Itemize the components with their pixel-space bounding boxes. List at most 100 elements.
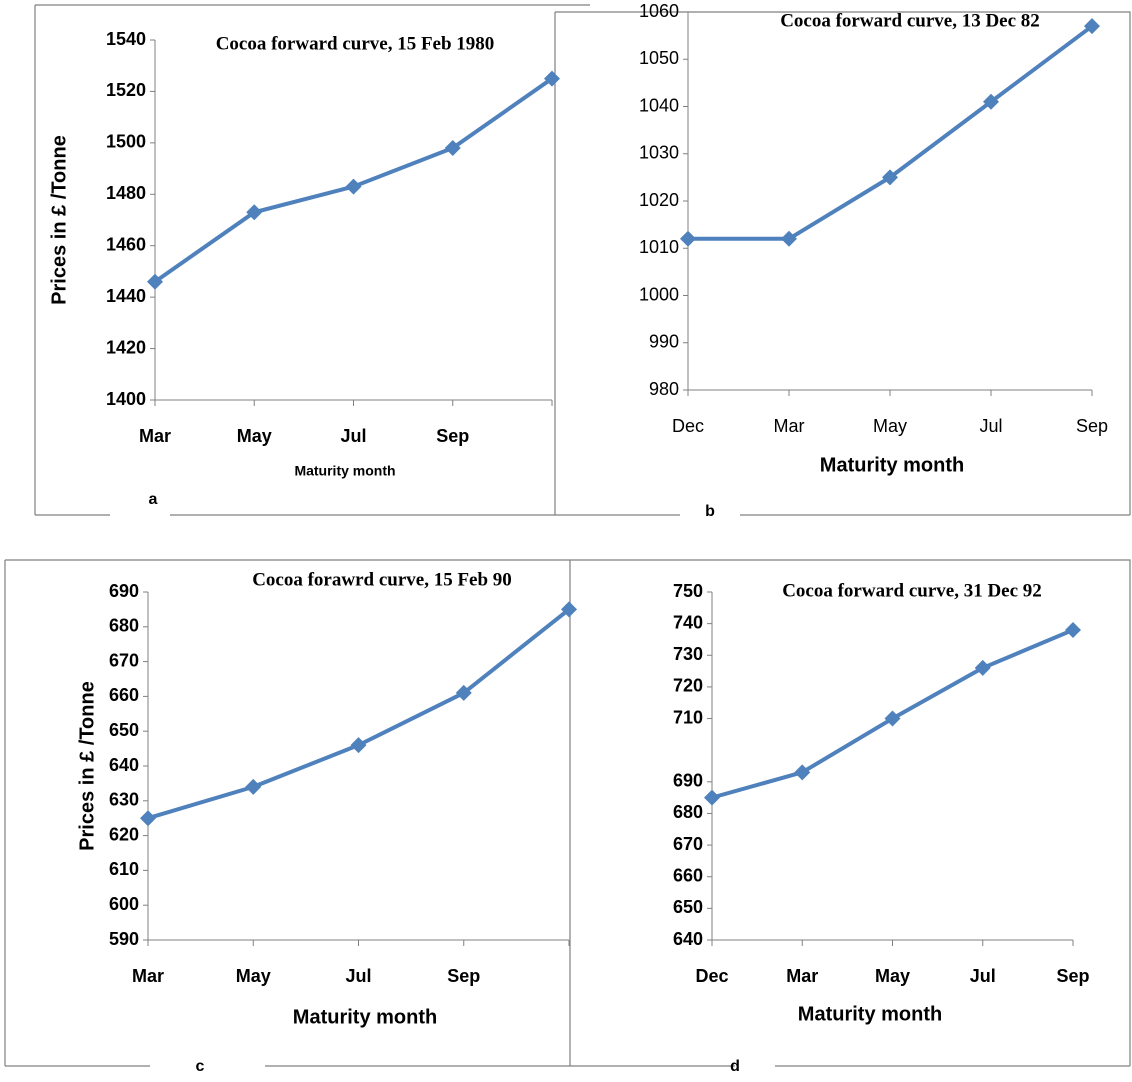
x-tick-label: May: [236, 966, 271, 986]
data-point: [561, 601, 577, 618]
data-point: [704, 789, 720, 806]
y-tick-label: 980: [649, 379, 679, 399]
frame-c: [4, 559, 570, 1067]
y-tick-label: 1000: [639, 284, 679, 304]
data-point: [882, 169, 898, 186]
data-point: [444, 140, 461, 156]
y-tick-label: 750: [673, 581, 703, 601]
frame-a: [34, 4, 590, 516]
y-tick-label: 1020: [639, 190, 679, 210]
y-tick-label: 690: [109, 581, 139, 601]
x-tick-label: Mar: [786, 966, 818, 986]
x-axis-label: Maturity month: [294, 463, 395, 479]
chart-title: Cocoa forawrd curve, 15 Feb 90: [252, 569, 512, 590]
y-axis-label: Prices in £ /Tonne: [48, 135, 70, 305]
frame-b: [554, 11, 1131, 516]
y-tick-label: 640: [109, 755, 139, 775]
x-tick-label: Dec: [672, 416, 704, 436]
x-axis-label: Maturity month: [798, 1003, 942, 1025]
data-point: [345, 178, 362, 195]
data-point: [680, 230, 696, 247]
panel-label: c: [196, 1058, 205, 1075]
chart-title: Cocoa forward curve, 31 Dec 92: [782, 580, 1042, 601]
x-tick-label: Jul: [345, 966, 371, 986]
data-point: [884, 710, 901, 727]
panel-frames: [4, 4, 1131, 1067]
x-tick-label: May: [873, 416, 907, 436]
chart: 980 990 1000 1010 1020 1030 1040 1050 1060 Dec Mar…: [639, 1, 1108, 520]
y-tick-label: 1540: [106, 29, 146, 49]
y-tick-label: 630: [109, 790, 139, 810]
data-point: [544, 70, 560, 87]
x-axis-label: Maturity month: [820, 454, 964, 476]
chart-title: Cocoa forward curve, 13 Dec 82: [780, 10, 1040, 31]
y-tick-label: 680: [109, 616, 139, 636]
y-tick-label: 1050: [639, 48, 679, 68]
y-tick-label: 1400: [106, 389, 146, 409]
data-point: [140, 810, 156, 827]
chart: 640 650 660 670 680 690 710 720 730 740 750 Dec Mar M…: [673, 580, 1090, 1075]
data-point: [245, 778, 262, 795]
x-tick-label: May: [237, 426, 272, 446]
y-tick-label: 720: [673, 676, 703, 696]
y-tick-label: 660: [109, 685, 139, 705]
y-tick-label: 690: [673, 771, 703, 791]
x-tick-label: Sep: [1056, 966, 1089, 986]
y-tick-label: 1010: [639, 237, 679, 257]
y-tick-label: 1500: [106, 132, 146, 152]
y-tick-label: 730: [673, 644, 703, 664]
y-axis-label: Prices in £ /Tonne: [76, 681, 98, 851]
x-axis-label: Maturity month: [293, 1006, 437, 1028]
x-tick-label: Jul: [979, 416, 1002, 436]
x-tick-label: Sep: [1076, 416, 1108, 436]
data-point: [246, 204, 263, 221]
x-tick-label: Mar: [139, 426, 171, 446]
y-tick-label: 680: [673, 802, 703, 822]
series-line: [147, 607, 571, 821]
chart-title: Cocoa forward curve, 15 Feb 1980: [216, 33, 495, 54]
y-tick-label: 620: [109, 824, 139, 844]
panel-label: b: [705, 503, 715, 520]
y-tick-label: 1060: [639, 1, 679, 21]
x-tick-label: Mar: [132, 966, 164, 986]
data-point: [350, 737, 367, 754]
x-tick-label: Jul: [970, 966, 996, 986]
y-tick-label: 1420: [106, 337, 146, 357]
chart: 1400 1420 1440 1460 1480 1500 1520 1540 Mar May Ju…: [48, 29, 560, 508]
panel-label: d: [730, 1058, 740, 1075]
data-point: [1084, 18, 1100, 35]
data-point: [781, 230, 797, 247]
x-tick-label: Dec: [695, 966, 728, 986]
x-tick-label: May: [875, 966, 910, 986]
y-tick-label: 990: [649, 332, 679, 352]
y-tick-label: 1520: [106, 80, 146, 100]
y-tick-label: 1030: [639, 143, 679, 163]
frame-d: [569, 559, 1131, 1067]
y-tick-label: 670: [109, 650, 139, 670]
x-tick-label: Sep: [447, 966, 480, 986]
y-tick-label: 740: [673, 612, 703, 632]
data-point: [974, 659, 991, 676]
y-tick-label: 1440: [106, 286, 146, 306]
y-tick-label: 1460: [106, 234, 146, 254]
series-line: [688, 24, 1094, 241]
y-tick-label: 710: [673, 707, 703, 727]
panel-label: a: [149, 491, 158, 508]
y-tick-label: 670: [673, 834, 703, 854]
y-tick-label: 650: [109, 720, 139, 740]
y-tick-label: 600: [109, 894, 139, 914]
y-tick-label: 590: [109, 929, 139, 949]
x-tick-label: Mar: [774, 416, 805, 436]
data-point: [794, 764, 811, 781]
data-point: [983, 93, 999, 110]
y-tick-label: 1040: [639, 95, 679, 115]
y-tick-label: 650: [673, 897, 703, 917]
x-tick-label: Sep: [436, 426, 469, 446]
y-tick-label: 1480: [106, 183, 146, 203]
x-tick-label: Jul: [340, 426, 366, 446]
y-tick-label: 660: [673, 865, 703, 885]
y-tick-label: 610: [109, 859, 139, 879]
data-point: [147, 273, 163, 290]
